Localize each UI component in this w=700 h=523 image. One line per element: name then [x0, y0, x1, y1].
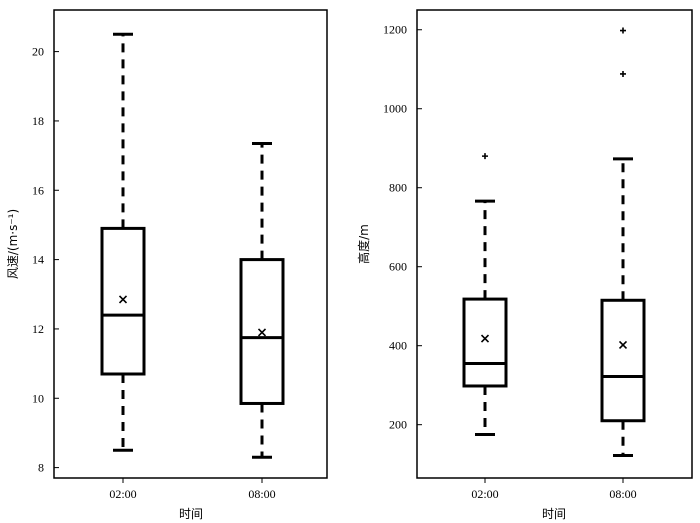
y-tick-label: 10 [32, 391, 44, 405]
outlier-marker [620, 27, 626, 34]
y-tick-label: 16 [32, 183, 44, 197]
left-panel-windspeed: 风速/(m·s⁻¹) 时间 8 10 12 14 16 18 20 02:00 08:00 [6, 9, 328, 521]
box-02:00 [100, 32, 146, 452]
y-tick-label: 1000 [383, 102, 407, 116]
x-tick-label: 08:00 [248, 487, 275, 501]
y-axis-title: 高度/m [356, 224, 371, 264]
right-panel-height: 高度/m 时间 200 400 600 800 1000 1200 02:00 08:00 [356, 9, 693, 521]
mean-marker [118, 295, 128, 304]
outlier-marker [482, 153, 488, 160]
y-tick-label: 200 [389, 418, 407, 432]
mean-marker [480, 334, 490, 343]
mean-marker [257, 328, 267, 337]
y-tick-label: 600 [389, 260, 407, 274]
box-02:00 [462, 153, 508, 437]
y-axis-title: 风速/(m·s⁻¹) [6, 209, 20, 279]
y-tick-label: 18 [32, 114, 44, 128]
outlier-marker [620, 70, 626, 77]
plot-frame [416, 9, 693, 479]
iqr-box [100, 226, 146, 376]
x-tick-label: 02:00 [109, 487, 136, 501]
y-tick-label: 1200 [383, 23, 407, 37]
iqr-box [462, 297, 508, 388]
x-axis-title: 时间 [179, 507, 203, 521]
plot-frame [53, 9, 328, 479]
x-axis-title: 时间 [542, 507, 566, 521]
box-08:00 [600, 27, 646, 457]
y-tick-label: 12 [32, 322, 44, 336]
iqr-box [600, 298, 646, 423]
y-tick-label: 8 [38, 461, 44, 475]
y-tick-label: 400 [389, 339, 407, 353]
x-tick-label: 08:00 [609, 487, 636, 501]
box-08:00 [239, 141, 285, 459]
y-tick-label: 20 [32, 45, 44, 59]
mean-marker [618, 340, 628, 349]
y-tick-label: 800 [389, 181, 407, 195]
y-tick-label: 14 [32, 253, 44, 267]
x-tick-label: 02:00 [471, 487, 498, 501]
